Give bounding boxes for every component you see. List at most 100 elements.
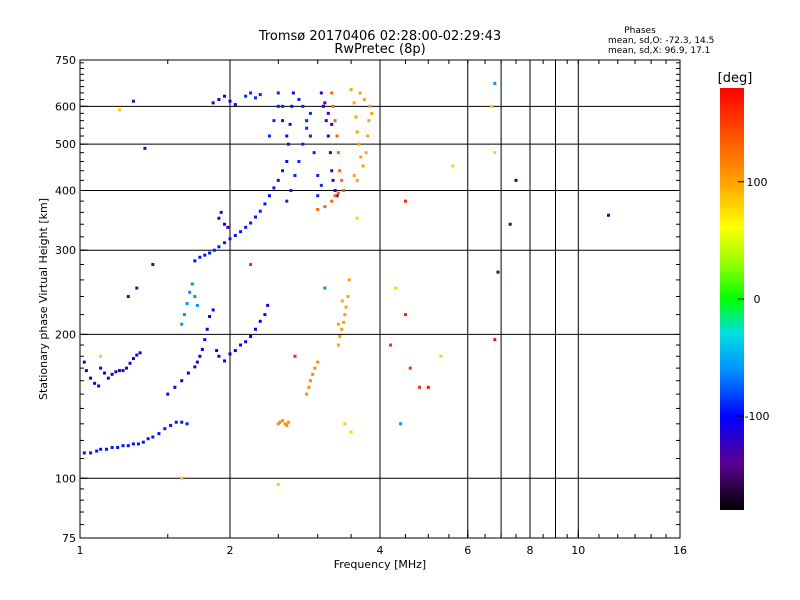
data-point <box>340 299 344 303</box>
data-point <box>89 376 93 380</box>
data-point <box>285 159 289 163</box>
data-point <box>283 422 287 426</box>
data-point <box>272 119 276 123</box>
data-point <box>333 194 337 198</box>
colorbar-label: [deg] <box>718 71 753 86</box>
data-point <box>89 451 93 455</box>
data-point <box>408 366 412 370</box>
data-point <box>135 286 139 290</box>
colorbar-tick-label: 0 <box>754 293 761 306</box>
data-point <box>352 101 356 105</box>
data-point <box>128 361 132 365</box>
y-tick-label: 500 <box>55 138 76 151</box>
data-point <box>217 216 221 220</box>
data-point <box>263 202 267 206</box>
data-point <box>169 423 173 427</box>
data-point <box>258 319 262 323</box>
data-point <box>117 108 121 112</box>
data-point <box>293 354 297 358</box>
data-point <box>305 126 309 130</box>
data-point <box>258 209 262 213</box>
data-point <box>347 278 351 282</box>
data-point <box>249 221 253 225</box>
data-point <box>330 91 334 95</box>
data-point <box>343 313 347 317</box>
data-point <box>193 295 197 299</box>
data-point <box>126 444 130 448</box>
data-point <box>203 253 207 257</box>
data-point <box>370 111 374 115</box>
data-point <box>157 432 161 436</box>
data-point <box>135 353 139 357</box>
data-point <box>311 372 315 376</box>
data-point <box>308 134 312 138</box>
data-point <box>151 263 155 267</box>
data-point <box>357 142 361 146</box>
data-point <box>333 188 337 192</box>
data-point <box>174 420 178 424</box>
data-point <box>330 199 334 203</box>
data-point <box>336 343 340 347</box>
data-point <box>141 440 145 444</box>
data-point <box>266 303 270 307</box>
y-tick-label: 400 <box>55 184 76 197</box>
data-point <box>198 255 202 259</box>
x-tick-label: 8 <box>527 544 534 557</box>
data-point <box>253 215 257 219</box>
data-point <box>253 96 257 100</box>
data-point <box>185 422 189 426</box>
stats-x: mean, sd,X: 96.9, 17.1 <box>608 46 710 56</box>
data-point <box>126 295 130 299</box>
data-point <box>239 230 243 234</box>
data-point <box>110 445 114 449</box>
data-point <box>131 357 135 361</box>
data-point <box>99 354 103 358</box>
data-point <box>607 213 611 217</box>
data-point <box>228 99 232 103</box>
data-point <box>276 178 280 182</box>
data-point <box>394 286 398 290</box>
data-point <box>324 119 328 123</box>
data-point <box>281 119 285 123</box>
data-point <box>233 349 237 353</box>
data-point <box>338 334 342 338</box>
data-point <box>223 222 227 226</box>
data-point <box>403 313 407 317</box>
data-point <box>330 169 334 173</box>
data-point <box>426 385 430 389</box>
data-point <box>496 270 500 274</box>
data-point <box>223 241 227 245</box>
data-point <box>338 169 342 173</box>
data-point <box>219 210 223 214</box>
data-point <box>249 334 253 338</box>
data-point <box>281 419 285 423</box>
data-point <box>104 447 108 451</box>
data-point <box>110 372 114 376</box>
data-point <box>328 151 332 155</box>
x-tick-label: 16 <box>673 544 687 557</box>
x-axis-label: Frequency [MHz] <box>334 558 426 571</box>
data-point <box>285 423 289 427</box>
data-point <box>361 164 365 168</box>
data-point <box>239 343 243 347</box>
data-point <box>103 371 107 375</box>
data-point <box>354 115 358 119</box>
data-point <box>326 111 330 115</box>
data-point <box>352 173 356 177</box>
data-point <box>249 91 253 95</box>
data-point <box>223 94 227 98</box>
data-point <box>136 442 140 446</box>
data-point <box>367 119 371 123</box>
data-point <box>336 322 340 326</box>
data-point <box>323 286 327 290</box>
data-point <box>312 151 316 155</box>
data-point <box>403 199 407 203</box>
data-point <box>166 392 170 396</box>
data-point <box>281 104 285 108</box>
y-tick-label: 300 <box>55 244 76 257</box>
data-point <box>286 420 290 424</box>
data-point <box>117 369 121 373</box>
data-point <box>116 445 120 449</box>
data-point <box>203 338 207 342</box>
data-point <box>307 385 311 389</box>
